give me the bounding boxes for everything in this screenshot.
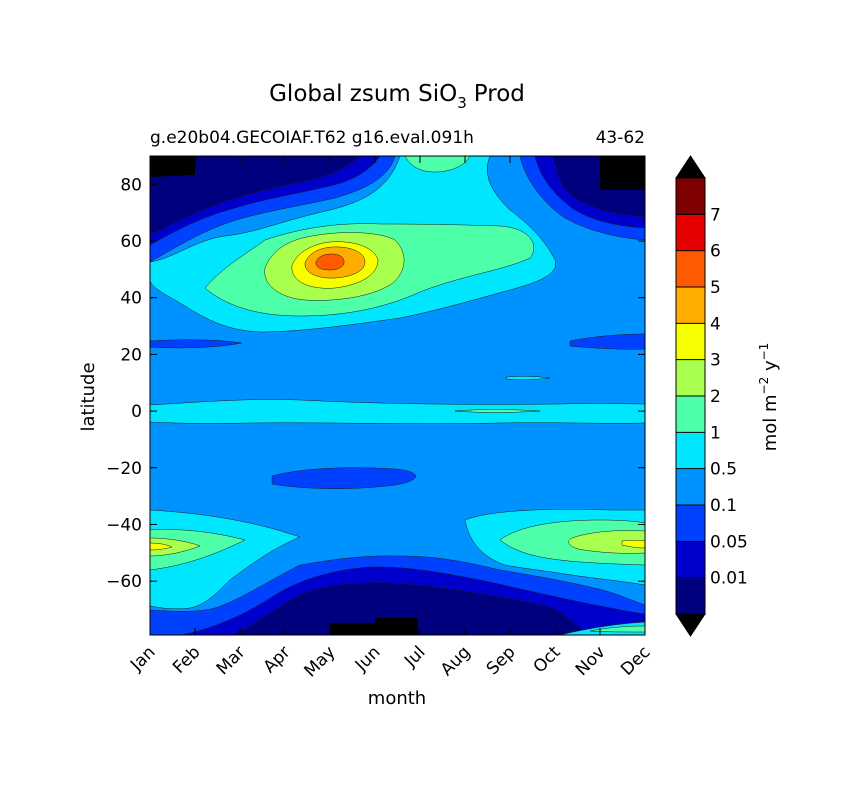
colorbar-extend-top (675, 155, 706, 179)
plot-frame (149, 155, 646, 636)
chart-title: Global zsum SiO3 Prod (269, 81, 525, 112)
colorbar-segment (676, 396, 705, 433)
y-tick-label: −40 (106, 515, 142, 535)
contour-south-under-range (330, 618, 418, 635)
contour-north-5-6 (315, 253, 345, 271)
x-tick-label: Feb (169, 642, 204, 677)
contour-south-below-0.01 (231, 582, 591, 635)
chart-subtitle-left: g.e20b04.GECOIAF.T62 g16.eval.091h (150, 128, 474, 148)
colorbar-tick-label: 0.01 (710, 569, 748, 589)
colorbar-segment (676, 214, 705, 252)
colorbar-segment (676, 178, 705, 215)
y-tick-label: 80 (120, 175, 142, 195)
colorbar-tick-label: 2 (710, 387, 721, 407)
x-axis-label: month (368, 688, 426, 709)
y-tick-label: −20 (106, 459, 142, 479)
colorbar-segment (676, 541, 705, 579)
colorbar-segment (676, 323, 705, 361)
contour-10n-spot (505, 376, 551, 380)
y-tick-label: 60 (120, 232, 142, 252)
colorbar: 0.01 0.05 0.1 0.5 1 2 3 4 5 6 7 (675, 155, 748, 637)
contour-field (150, 156, 645, 635)
contour-south-2-3-east (568, 530, 645, 554)
colorbar-segment (676, 287, 705, 324)
x-tick-label: Oct (530, 642, 565, 677)
colorbar-segment (676, 468, 705, 506)
colorbar-tick-label: 0.5 (710, 460, 737, 480)
colorbar-tick-label: 6 (710, 242, 721, 262)
contour-south-2-3-west (150, 537, 201, 557)
x-tick-label: May (301, 642, 340, 681)
x-tick-label: Jul (400, 642, 429, 671)
x-tick-label: Mar (213, 642, 250, 679)
x-tick-label: Apr (260, 642, 295, 677)
y-tick-label: 40 (120, 289, 142, 309)
x-tick-label: Sep (483, 642, 520, 679)
colorbar-tick-label: 4 (710, 314, 721, 334)
y-tick-label: 20 (120, 345, 142, 365)
colorbar-tick-label: 5 (710, 278, 721, 298)
y-axis-label: latitude (78, 362, 99, 431)
y-tick-label: 0 (131, 402, 142, 422)
colorbar-segment (676, 250, 705, 288)
colorbar-segment (676, 432, 705, 470)
colorbar-segment (676, 359, 705, 397)
contour-20n-low-east (569, 333, 645, 350)
y-axis: 80 60 40 20 0 −20 −40 −60 (106, 175, 645, 592)
x-tick-label: Jan (126, 642, 159, 675)
contour-20n-low-west (150, 339, 243, 349)
colorbar-tick-label: 3 (710, 351, 721, 371)
contour-south-corner-green (589, 625, 645, 633)
colorbar-segment (676, 577, 705, 615)
contour-north-top-cap (404, 156, 471, 173)
x-tick-label: Jun (351, 642, 385, 676)
contour-equatorial-spot (454, 409, 541, 413)
contour-south-3-4-east (621, 540, 645, 549)
y-tick-label: −60 (106, 572, 142, 592)
x-tick-label: Aug (437, 642, 475, 680)
colorbar-tick-label: 0.05 (710, 532, 748, 552)
contour-20s-low (271, 467, 416, 489)
colorbar-segment (676, 505, 705, 542)
colorbar-tick-label: 1 (710, 423, 721, 443)
colorbar-label: mol m−2 y−1 (757, 343, 781, 452)
chart-subtitle-right: 43-62 (596, 128, 645, 148)
contour-north-below-0.01 (150, 156, 645, 236)
contour-south-3-4-west (150, 542, 173, 551)
colorbar-extend-bottom (675, 613, 706, 637)
colorbar-tick-label: 7 (710, 205, 721, 225)
x-tick-label: Dec (617, 642, 654, 679)
x-tick-label: Nov (572, 642, 610, 680)
contour-equatorial-band (150, 399, 645, 424)
colorbar-tick-label: 0.1 (710, 496, 737, 516)
